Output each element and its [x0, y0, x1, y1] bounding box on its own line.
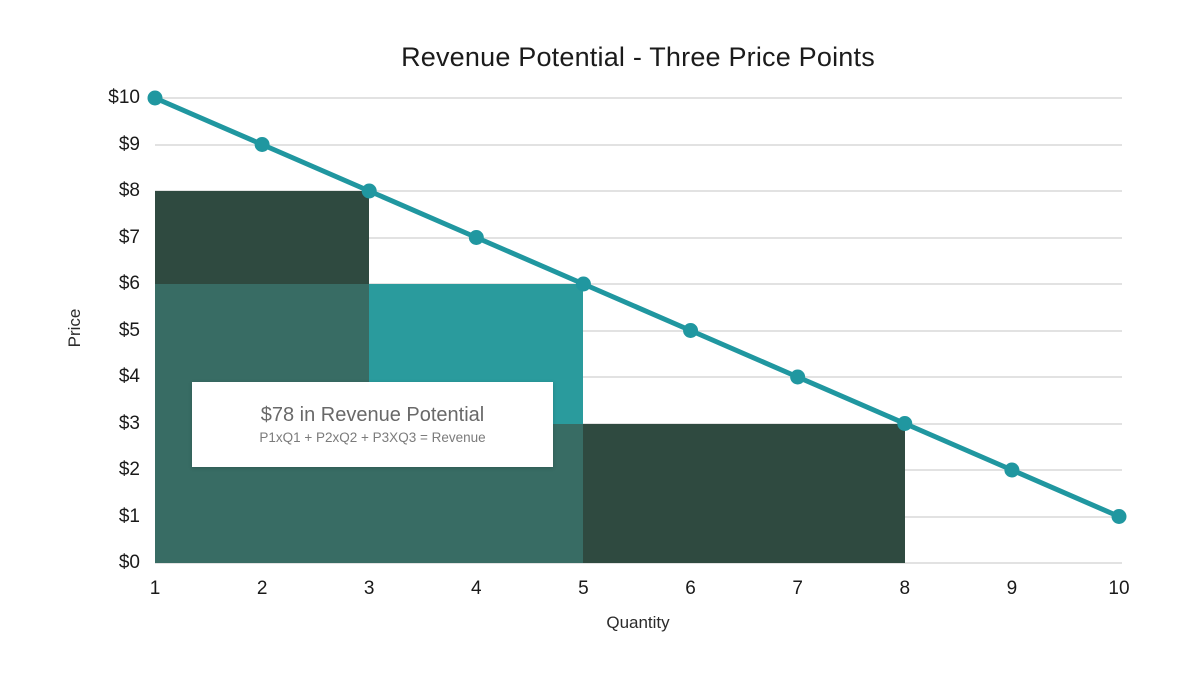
x-axis-title: Quantity: [606, 613, 670, 632]
y-tick-label: $7: [118, 226, 140, 248]
annotation-formula: P1xQ1 + P2xQ2 + P3XQ3 = Revenue: [259, 430, 486, 445]
x-tick-label: 9: [1006, 578, 1018, 599]
y-tick-label: $8: [118, 180, 140, 201]
x-tick-label: 6: [685, 578, 696, 599]
x-tick-label: 1: [149, 578, 161, 599]
x-tick-label: 8: [899, 578, 911, 599]
x-tick-label: 5: [578, 578, 589, 599]
y-tick-label: $2: [118, 459, 140, 480]
y-tick-label: $4: [118, 366, 140, 387]
y-tick-label: $1: [118, 505, 140, 527]
p1-solo-region: [155, 191, 370, 284]
y-tick-label: $5: [118, 319, 140, 341]
y-tick-label: $10: [108, 87, 140, 108]
x-tick-label: 4: [471, 578, 482, 599]
y-tick-label: $6: [118, 273, 140, 294]
chart-title: Revenue Potential - Three Price Points: [401, 42, 875, 72]
x-tick-label: 2: [256, 578, 268, 599]
annotation-title: $78 in Revenue Potential: [260, 404, 485, 426]
y-tick-label: $0: [118, 552, 140, 573]
y-tick-label: $9: [118, 133, 140, 155]
gridline-10: [155, 97, 1122, 99]
x-tick-label: 3: [363, 578, 375, 599]
y-axis-title: Price: [65, 308, 84, 348]
x-tick-label: 10: [1108, 578, 1130, 599]
p3-solo-region: [583, 423, 905, 563]
y-tick-label: $3: [118, 412, 140, 434]
x-tick-label: 7: [792, 578, 803, 599]
gridline-9: [155, 143, 1122, 146]
gridline-0: [155, 562, 1122, 564]
revenue-annotation-box: $78 in Revenue Potential P1xQ1 + P2xQ2 +…: [192, 382, 553, 467]
